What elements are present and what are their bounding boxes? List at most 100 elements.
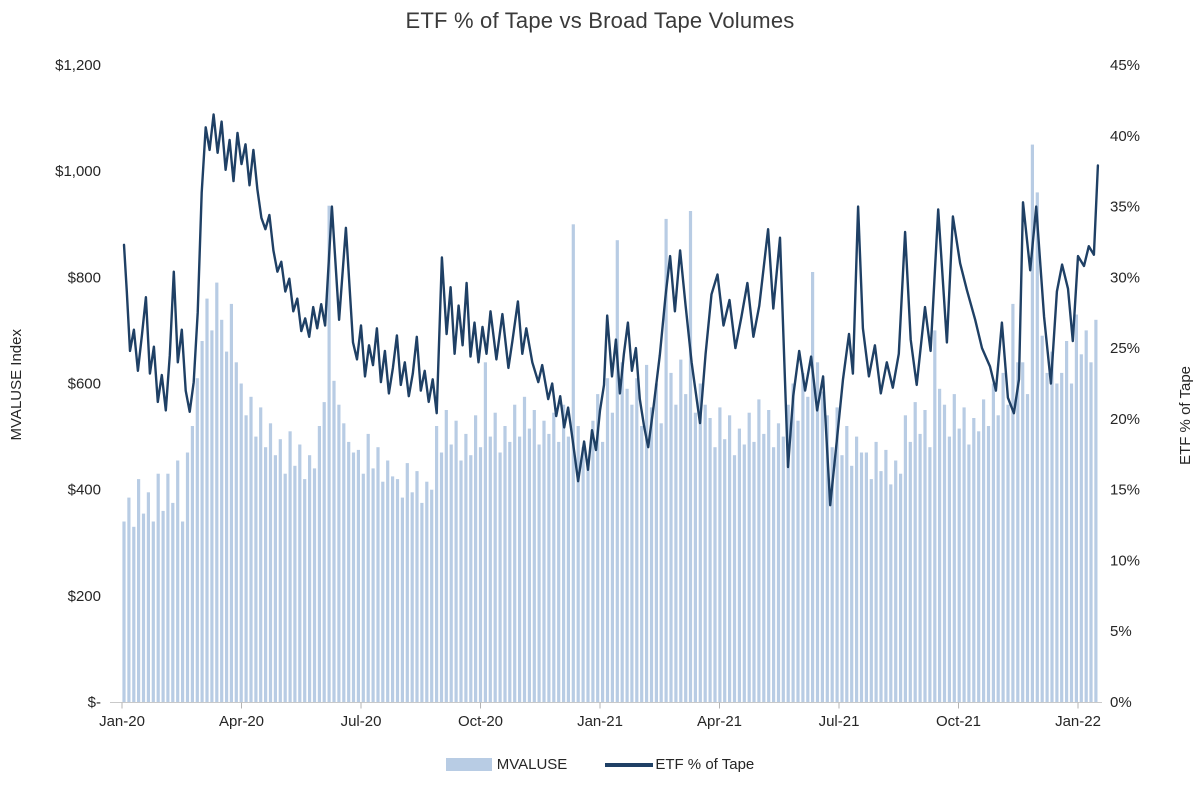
bar	[317, 426, 321, 702]
bar	[171, 502, 175, 702]
bar	[190, 426, 194, 702]
bar	[605, 378, 610, 702]
bar	[796, 420, 800, 702]
bar	[869, 479, 873, 702]
bar	[444, 410, 448, 702]
bar	[586, 460, 590, 702]
bar	[664, 218, 668, 702]
bar	[454, 420, 458, 702]
bar	[610, 412, 614, 702]
right-tick-label: 40%	[1110, 128, 1140, 145]
bar	[728, 415, 732, 702]
bar	[234, 362, 238, 702]
bar	[259, 407, 263, 702]
bar	[640, 426, 644, 702]
bar	[737, 428, 741, 702]
legend-line-label: ETF % of Tape	[655, 756, 755, 773]
bar	[1069, 383, 1074, 702]
legend: MVALUSE ETF % of Tape	[0, 756, 1200, 773]
bar	[1055, 383, 1059, 702]
bar	[254, 436, 258, 702]
bar	[566, 436, 570, 702]
bar	[972, 418, 976, 702]
bar	[942, 404, 947, 702]
bar	[308, 455, 312, 702]
legend-bar-label: MVALUSE	[496, 756, 568, 773]
bar	[986, 426, 991, 702]
bar	[249, 396, 253, 702]
bar	[381, 481, 385, 702]
bar	[420, 502, 424, 702]
bar	[181, 521, 185, 702]
bar	[791, 383, 795, 702]
bar	[684, 394, 688, 702]
bar	[464, 433, 468, 702]
bar	[1074, 314, 1078, 702]
bar	[581, 447, 585, 702]
bar	[498, 452, 502, 702]
left-tick-label: $400	[68, 482, 101, 499]
bar	[122, 521, 126, 702]
bar	[469, 455, 473, 702]
bar	[801, 372, 805, 702]
bar	[391, 476, 395, 702]
bar	[977, 431, 981, 702]
bar	[405, 463, 409, 702]
bar	[488, 436, 492, 702]
right-tick-label: 0%	[1110, 694, 1132, 711]
bar	[1050, 351, 1054, 702]
x-tick-label: Apr-20	[219, 713, 264, 730]
bar	[522, 396, 527, 702]
bar	[1030, 144, 1034, 703]
bar	[161, 510, 165, 702]
bar	[542, 420, 546, 702]
bar	[625, 388, 629, 702]
bar	[356, 449, 360, 702]
bar	[1011, 303, 1015, 702]
bar	[439, 452, 444, 702]
bar	[903, 415, 907, 702]
left-tick-label: $1,200	[55, 57, 101, 74]
right-tick-label: 15%	[1110, 482, 1140, 499]
bar	[576, 426, 580, 702]
bar	[205, 298, 209, 702]
bar	[220, 319, 224, 702]
bar	[156, 473, 160, 702]
bar	[435, 426, 439, 702]
bar	[185, 452, 190, 702]
bar	[767, 410, 771, 702]
x-tick-label: Oct-20	[458, 713, 503, 730]
bar	[518, 436, 522, 702]
bar	[698, 383, 702, 702]
bar	[776, 423, 781, 702]
left-tick-label: $1,000	[55, 163, 101, 180]
bar	[215, 282, 219, 702]
bar	[239, 383, 243, 702]
bar	[840, 455, 844, 702]
x-tick-label: Jan-21	[577, 713, 623, 730]
right-tick-label: 25%	[1110, 340, 1140, 357]
x-tick-label: Jul-20	[341, 713, 382, 730]
bar	[899, 473, 903, 702]
bar	[864, 452, 868, 702]
bar	[527, 428, 531, 702]
bar	[820, 391, 824, 702]
bar	[273, 455, 277, 702]
bar	[493, 412, 497, 702]
left-tick-label: $600	[68, 376, 101, 393]
bar	[127, 497, 131, 702]
bar	[742, 444, 746, 702]
bar	[327, 205, 331, 702]
bar	[747, 412, 751, 702]
bar	[137, 479, 141, 702]
bar	[298, 444, 302, 702]
x-tick-label: Apr-21	[697, 713, 742, 730]
bar	[361, 473, 365, 702]
bar	[688, 211, 693, 702]
bar	[703, 404, 707, 702]
bar	[225, 351, 229, 702]
bar	[552, 412, 556, 702]
bar	[991, 383, 995, 702]
